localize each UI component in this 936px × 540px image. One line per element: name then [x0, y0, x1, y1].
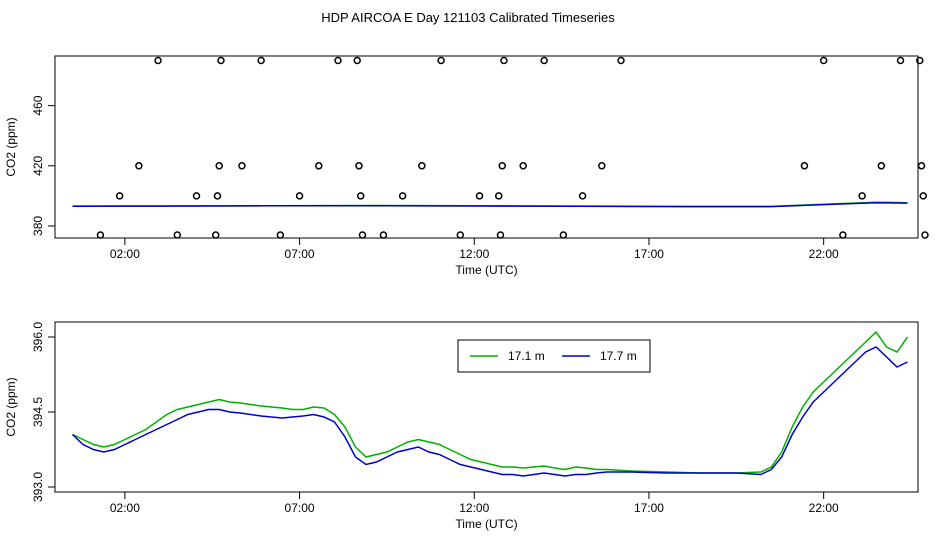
- x-tick-label: 12:00: [459, 501, 489, 515]
- data-point: [238, 162, 246, 170]
- data-point: [896, 56, 905, 65]
- plot-frame: [54, 321, 919, 493]
- x-tick-label: 07:00: [285, 501, 315, 515]
- series-line-1: [72, 330, 909, 474]
- data-point: [915, 56, 924, 65]
- data-point: [356, 192, 365, 200]
- y-tick-label: 460: [31, 95, 45, 115]
- data-point: [135, 162, 143, 170]
- data-point: [353, 56, 361, 65]
- data-point: [295, 192, 304, 200]
- figure-title: HDP AIRCOA E Day 121103 Calibrated Times…: [321, 10, 615, 25]
- data-point: [398, 192, 407, 200]
- data-point: [919, 192, 927, 200]
- data-point: [617, 56, 625, 65]
- data-point: [358, 231, 367, 239]
- data-point: [96, 231, 105, 239]
- x-tick-label: 12:00: [459, 247, 489, 261]
- x-axis-label: Time (UTC): [455, 263, 517, 277]
- series-line-2: [72, 201, 908, 208]
- y-axis-label: CO2 (ppm): [4, 377, 18, 436]
- data-point: [917, 162, 926, 170]
- data-point: [211, 231, 220, 239]
- x-tick-label: 17:00: [634, 501, 664, 515]
- y-tick-label: 380: [31, 216, 45, 236]
- data-point: [213, 192, 222, 200]
- data-point: [559, 231, 568, 239]
- data-point: [921, 231, 929, 239]
- x-axis-label: Time (UTC): [455, 517, 517, 531]
- data-point: [519, 162, 527, 170]
- line-panel: 02:00 07:00 12:00 17:00 22:00 393.0 394.5 396.0…: [4, 321, 919, 531]
- data-point: [498, 162, 506, 170]
- y-tick-label: 420: [31, 155, 45, 175]
- data-point: [500, 56, 508, 65]
- data-point: [494, 192, 503, 200]
- data-point: [192, 192, 201, 200]
- y-tick-label: 394.5: [31, 397, 45, 427]
- x-tick-label: 02:00: [110, 501, 140, 515]
- data-point: [217, 56, 225, 65]
- x-tick-label: 22:00: [809, 501, 839, 515]
- data-point: [315, 162, 323, 170]
- legend-box: [457, 339, 651, 373]
- x-tick-label: 22:00: [809, 247, 839, 261]
- data-point: [578, 192, 587, 200]
- data-point: [800, 162, 809, 170]
- data-point: [418, 162, 426, 170]
- y-tick-label: 393.0: [31, 472, 45, 502]
- data-point: [456, 231, 465, 239]
- data-point: [355, 162, 363, 170]
- data-point: [819, 56, 828, 65]
- data-point: [839, 231, 847, 239]
- data-point: [858, 192, 866, 200]
- x-tick-label: 17:00: [634, 247, 664, 261]
- x-tick-label: 07:00: [285, 247, 315, 261]
- legend-label-1: 17.1 m: [508, 349, 545, 363]
- y-tick-label: 396.0: [31, 322, 45, 352]
- data-point: [437, 56, 445, 65]
- data-point: [154, 56, 162, 65]
- scatter-panel: 02:00 07:00 12:00 17:00 22:00 380 420 460 Time (…: [4, 55, 929, 277]
- data-point: [215, 162, 223, 170]
- data-point: [379, 231, 388, 239]
- series-line-2: [71, 346, 908, 477]
- data-point: [877, 162, 886, 170]
- y-axis-label: CO2 (ppm): [4, 117, 18, 176]
- data-point: [115, 192, 124, 200]
- plot-frame: [54, 55, 919, 239]
- data-point: [475, 192, 484, 200]
- x-tick-label: 02:00: [110, 247, 140, 261]
- legend: 17.1 m 17.7 m: [457, 339, 651, 373]
- data-point: [257, 56, 265, 65]
- data-point: [334, 56, 342, 65]
- data-point: [173, 231, 182, 239]
- data-point: [496, 231, 505, 239]
- legend-label-2: 17.7 m: [600, 349, 637, 363]
- data-point: [276, 231, 285, 239]
- data-point: [540, 56, 548, 65]
- data-point: [598, 162, 606, 170]
